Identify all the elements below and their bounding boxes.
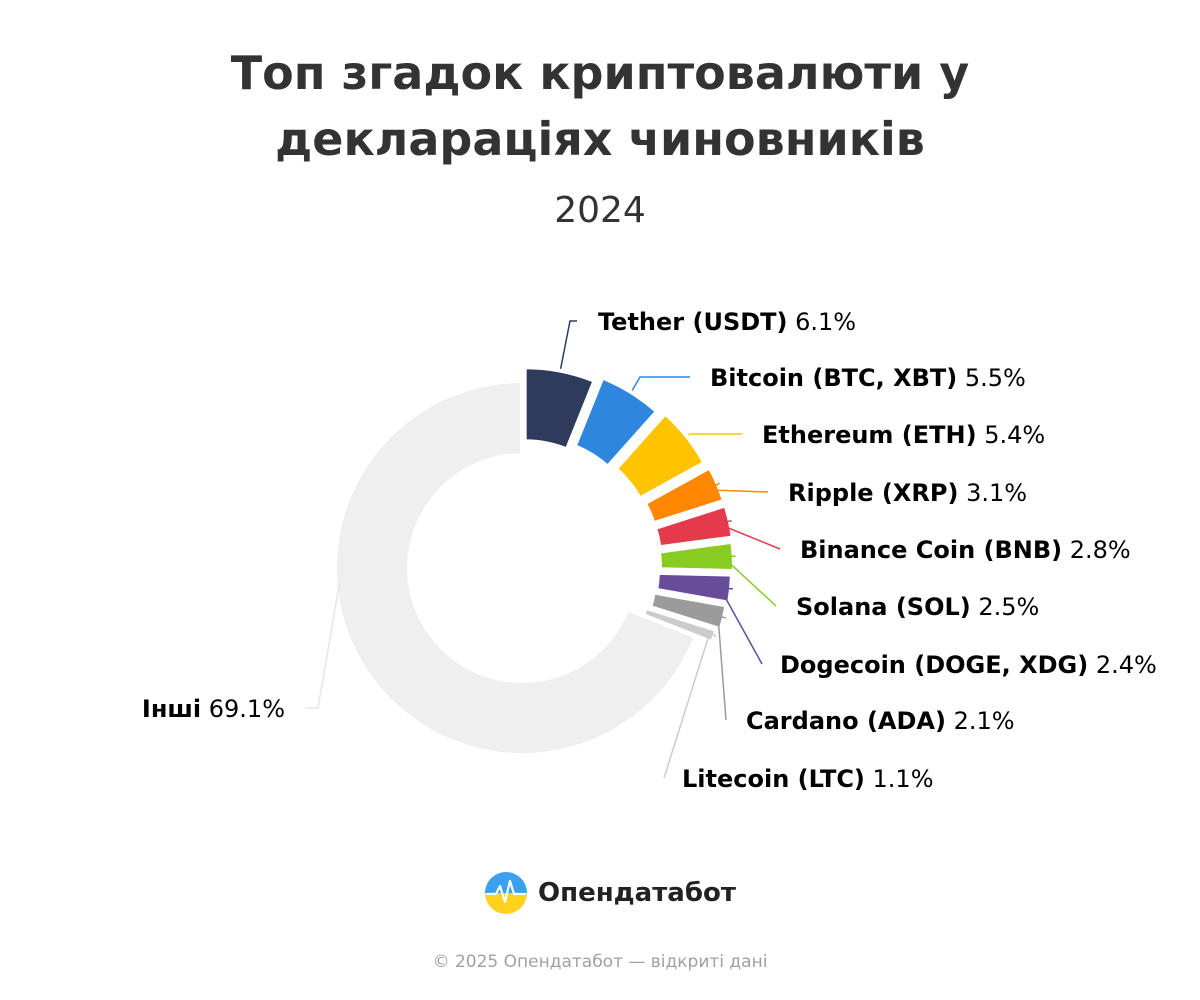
leader-line bbox=[718, 587, 763, 665]
slice-label-name: Інші bbox=[142, 695, 201, 723]
slice-label-value: 2.5% bbox=[971, 593, 1040, 621]
slice-label-name: Ethereum (ETH) bbox=[762, 421, 977, 449]
slice-label: Bitcoin (BTC, XBT) 5.5% bbox=[710, 364, 1026, 392]
donut-slice bbox=[654, 570, 734, 605]
leader-line bbox=[688, 433, 742, 436]
slice-label-name: Ripple (XRP) bbox=[788, 479, 958, 507]
slice-label-value: 2.8% bbox=[1062, 536, 1131, 564]
leader-line bbox=[720, 555, 777, 607]
donut-slices bbox=[333, 365, 736, 757]
chart-subtitle: 2024 bbox=[554, 190, 646, 231]
donut-slice bbox=[653, 503, 735, 550]
slice-label-name: Dogecoin (DOGE, XDG) bbox=[780, 651, 1088, 679]
leader-line bbox=[305, 582, 341, 709]
leader-line bbox=[707, 482, 769, 493]
donut-slice bbox=[613, 411, 707, 501]
slice-label-value: 2.1% bbox=[946, 707, 1015, 735]
slice-label-value: 3.1% bbox=[958, 479, 1027, 507]
slice-label: Tether (USDT) 6.1% bbox=[598, 308, 856, 336]
slice-label-value: 69.1% bbox=[201, 695, 285, 723]
slice-labels: Tether (USDT) 6.1% Bitcoin (BTC, XBT) 5.5… bbox=[142, 308, 1157, 793]
slice-label: Litecoin (LTC) 1.1% bbox=[682, 765, 934, 793]
chart-title-line-2: деклараціях чиновників bbox=[275, 112, 925, 166]
slice-label: Dogecoin (DOGE, XDG) 2.4% bbox=[780, 651, 1157, 679]
slice-label-name: Cardano (ADA) bbox=[746, 707, 946, 735]
slice-label-name: Litecoin (LTC) bbox=[682, 765, 865, 793]
slice-label-name: Binance Coin (BNB) bbox=[800, 536, 1062, 564]
slice-label: Інші 69.1% bbox=[142, 695, 285, 723]
brand-name: Опендатабот bbox=[538, 878, 736, 908]
slice-label-name: Solana (SOL) bbox=[796, 593, 971, 621]
footer-copyright: © 2025 Опендатабот — відкриті дані bbox=[432, 952, 768, 972]
leader-line bbox=[631, 376, 690, 391]
donut-slice bbox=[522, 365, 597, 452]
slice-label: Binance Coin (BNB) 2.8% bbox=[800, 536, 1131, 564]
donut-slice bbox=[656, 539, 736, 574]
label-leader-lines bbox=[305, 320, 781, 779]
donut-slice bbox=[333, 379, 699, 757]
chart-title: Топ згадок криптовалюти у деклараціях чи… bbox=[0, 40, 1200, 172]
leader-line bbox=[717, 615, 727, 721]
donut-slice bbox=[642, 465, 727, 526]
chart-title-line-1: Топ згадок криптовалюти у bbox=[230, 46, 970, 100]
opendatabot-logo-icon bbox=[485, 872, 527, 914]
slice-label: Ripple (XRP) 3.1% bbox=[788, 479, 1027, 507]
slice-label-value: 5.4% bbox=[977, 421, 1046, 449]
slice-label-value: 2.4% bbox=[1088, 651, 1157, 679]
leader-line bbox=[559, 320, 577, 369]
slice-label-value: 5.5% bbox=[957, 364, 1026, 392]
slice-label: Solana (SOL) 2.5% bbox=[796, 593, 1039, 621]
leader-line bbox=[713, 520, 781, 550]
donut-slice bbox=[572, 375, 659, 469]
slice-label-name: Bitcoin (BTC, XBT) bbox=[710, 364, 957, 392]
leader-line bbox=[663, 630, 717, 779]
slice-label-value: 6.1% bbox=[788, 308, 857, 336]
slice-label-value: 1.1% bbox=[865, 765, 934, 793]
slice-label: Cardano (ADA) 2.1% bbox=[746, 707, 1015, 735]
slice-label: Ethereum (ETH) 5.4% bbox=[762, 421, 1045, 449]
slice-label-name: Tether (USDT) bbox=[598, 308, 788, 336]
brand: Опендатабот bbox=[484, 870, 736, 916]
